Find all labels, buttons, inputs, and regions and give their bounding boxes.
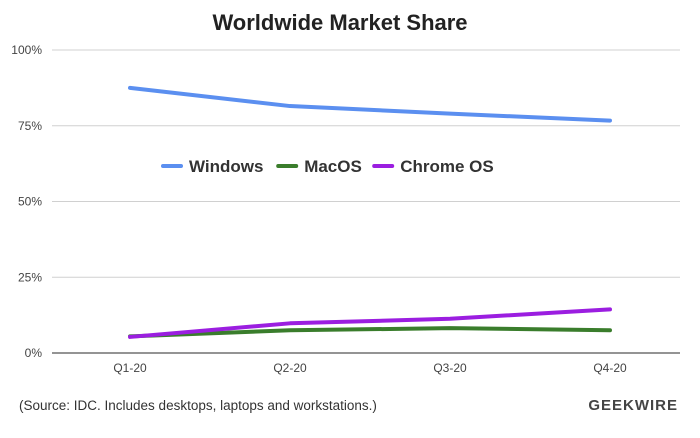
y-tick-label: 75%: [18, 119, 42, 133]
x-tick-label: Q1-20: [113, 361, 147, 375]
y-tick-label: 0%: [25, 346, 43, 360]
x-axis-ticks: Q1-20 Q2-20 Q3-20 Q4-20: [113, 361, 627, 375]
x-tick-label: Q2-20: [273, 361, 307, 375]
series-line-macos: [128, 326, 612, 339]
x-tick-label: Q3-20: [433, 361, 467, 375]
series-line-windows: [128, 85, 612, 123]
gridlines: [52, 49, 680, 354]
brand-watermark: GEEKWIRE: [588, 397, 678, 414]
legend-label: MacOS: [304, 157, 362, 176]
legend: Windows MacOS Chrome OS: [161, 157, 494, 176]
legend-label: Windows: [189, 157, 263, 176]
series-lines: [128, 85, 612, 339]
y-tick-label: 100%: [11, 43, 42, 57]
y-tick-label: 50%: [18, 195, 42, 209]
chart-title: Worldwide Market Share: [212, 10, 468, 35]
legend-label: Chrome OS: [400, 157, 494, 176]
source-note: (Source: IDC. Includes desktops, laptops…: [19, 398, 377, 413]
y-tick-label: 25%: [18, 270, 42, 284]
series-line-chrome-os: [128, 307, 612, 339]
y-axis-ticks: 0% 25% 50% 75% 100%: [11, 43, 42, 360]
x-tick-label: Q4-20: [593, 361, 627, 375]
